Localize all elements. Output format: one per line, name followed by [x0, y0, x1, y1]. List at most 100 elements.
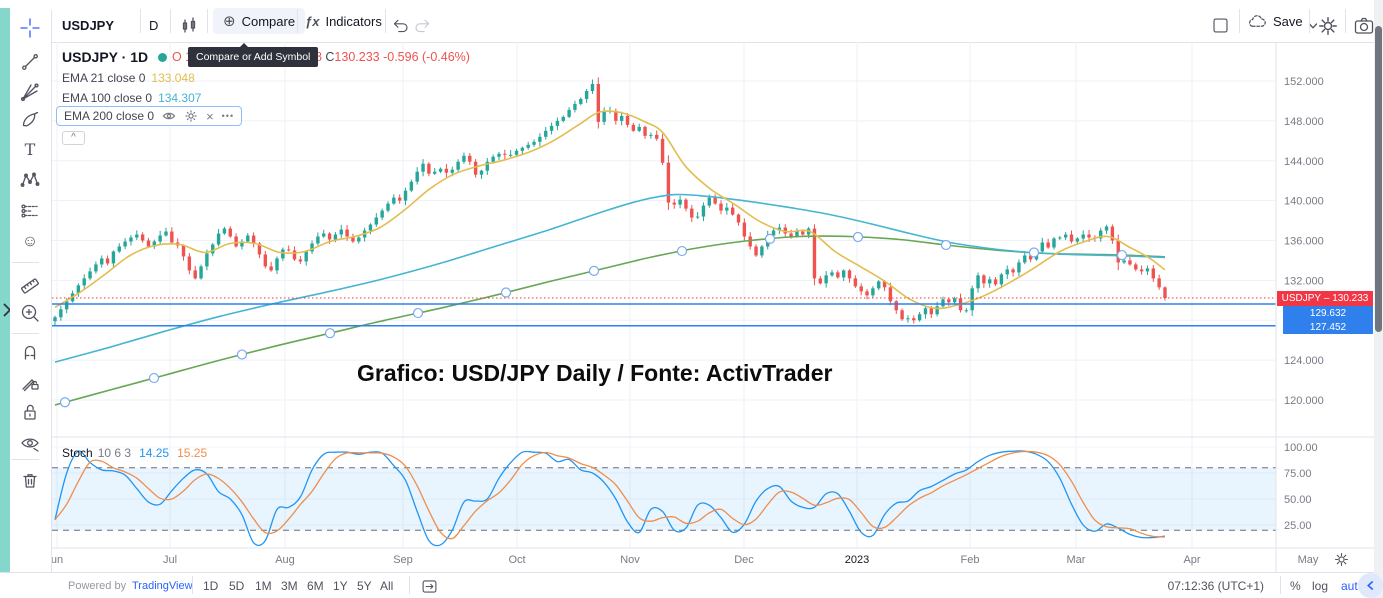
indicators-label: Indicators: [325, 13, 382, 29]
range-5y-button[interactable]: 5Y: [357, 579, 372, 593]
range-1d-button[interactable]: 1D: [203, 579, 219, 593]
separator: [12, 262, 39, 263]
stoch-k-value: 14.25: [139, 446, 170, 460]
range-6m-button[interactable]: 6M: [307, 579, 324, 593]
separator: [1239, 9, 1240, 33]
separator: [385, 9, 386, 33]
text-tool-icon[interactable]: T: [24, 140, 36, 159]
scrollbar-thumb[interactable]: [1375, 26, 1382, 332]
range-5d-button[interactable]: 5D: [229, 579, 245, 593]
redo-icon[interactable]: [413, 16, 432, 35]
toolbar-divider: [52, 42, 1383, 43]
svg-text:May: May: [1298, 554, 1319, 566]
separator: [297, 9, 298, 33]
time-axis-settings-icon[interactable]: [1333, 551, 1350, 568]
svg-text:Dec: Dec: [734, 554, 754, 566]
long-short-position-icon[interactable]: [19, 200, 41, 222]
more-options-icon[interactable]: •••: [221, 111, 235, 121]
svg-text:Mar: Mar: [1067, 554, 1086, 566]
separator: [1280, 576, 1281, 594]
separator: [207, 9, 208, 33]
trend-line-icon[interactable]: [19, 51, 41, 73]
eye-icon[interactable]: [162, 109, 176, 123]
svg-text:75.00: 75.00: [1284, 468, 1312, 480]
ema21-line[interactable]: [54, 110, 1166, 310]
remove-drawings-icon[interactable]: [19, 469, 41, 491]
legend-collapse-button[interactable]: ^: [62, 131, 85, 145]
layout-select-icon[interactable]: [1211, 16, 1230, 35]
legend-ema200-row[interactable]: EMA 200 close 0 × •••: [56, 106, 243, 126]
support-price-label: 129.632: [1283, 306, 1373, 320]
emoji-icon[interactable]: ☺: [21, 233, 39, 250]
svg-text:120.000: 120.000: [1284, 395, 1324, 407]
xabcd-pattern-icon[interactable]: [19, 169, 41, 191]
separator: [1309, 9, 1310, 33]
log-scale-button[interactable]: log: [1312, 579, 1329, 593]
legend-ema100-row[interactable]: EMA 100 close 0 134.307: [62, 91, 202, 105]
chevron-down-icon: [1308, 17, 1318, 29]
collapse-panel-button[interactable]: [1358, 573, 1383, 598]
brush-icon[interactable]: [19, 109, 41, 131]
time-axis-labels: un Jul Aug Sep Oct Nov Dec 2023 Feb Mar Apr May: [52, 554, 1319, 566]
gear-icon[interactable]: [1317, 15, 1339, 37]
gann-fib-icon[interactable]: [19, 81, 41, 103]
drawing-toolbar-divider: [51, 10, 52, 572]
lock-all-drawings-icon[interactable]: [19, 401, 41, 423]
svg-text:Jul: Jul: [163, 554, 177, 566]
camera-icon[interactable]: [1353, 15, 1375, 37]
stoch-k-line[interactable]: [54, 450, 1166, 547]
percent-scale-button[interactable]: %: [1290, 579, 1301, 593]
stoch-d-value: 15.25: [177, 446, 208, 460]
clock-label[interactable]: 07:12:36 (UTC+1): [1167, 579, 1264, 593]
svg-text:148.000: 148.000: [1284, 116, 1324, 128]
svg-text:2023: 2023: [845, 554, 869, 566]
drawing-lock-icon[interactable]: [19, 371, 41, 393]
compare-button[interactable]: ⊕ Compare: [213, 8, 306, 34]
go-to-date-icon[interactable]: [421, 578, 438, 595]
pane-separator[interactable]: [52, 433, 1274, 441]
candlestick-series[interactable]: [53, 77, 1167, 326]
svg-text:25.00: 25.00: [1284, 520, 1312, 532]
range-3m-button[interactable]: 3M: [281, 579, 298, 593]
svg-text:Nov: Nov: [620, 554, 640, 566]
svg-text:136.000: 136.000: [1284, 236, 1324, 248]
market-status-dot-icon: [158, 53, 167, 62]
support-lines[interactable]: [52, 303, 1276, 327]
plus-circle-icon: ⊕: [223, 12, 236, 30]
svg-text:Aug: Aug: [275, 554, 295, 566]
indicators-button[interactable]: ƒx Indicators: [305, 8, 382, 34]
zoom-in-icon[interactable]: [19, 302, 41, 324]
crosshair-icon[interactable]: [19, 17, 41, 39]
symbol-button[interactable]: USDJPY: [62, 18, 115, 33]
settings-gear-icon[interactable]: [184, 109, 198, 123]
undo-icon[interactable]: [391, 16, 410, 35]
svg-text:Sep: Sep: [393, 554, 413, 566]
ema21-value: 133.048: [151, 71, 195, 85]
close-icon[interactable]: ×: [206, 108, 214, 124]
stoch-legend[interactable]: Stoch 10 6 3 14.25 15.25: [62, 446, 208, 460]
support-price-label: 127.452: [1283, 320, 1373, 334]
legend-symbol-title[interactable]: USDJPY · 1D: [62, 49, 149, 65]
range-1m-button[interactable]: 1M: [255, 579, 272, 593]
range-1y-button[interactable]: 1Y: [333, 579, 348, 593]
ema100-line[interactable]: [54, 193, 1166, 363]
separator: [12, 333, 39, 334]
range-all-button[interactable]: All: [380, 579, 394, 593]
ema200-selection-markers[interactable]: [59, 231, 1128, 408]
price-chart[interactable]: 152.000 148.000 144.000 140.000 136.000 132.0…: [52, 42, 1383, 572]
interval-button[interactable]: D: [149, 18, 159, 33]
save-button[interactable]: Save: [1247, 8, 1318, 34]
ema100-value: 134.307: [158, 91, 202, 105]
candle-style-icon[interactable]: [178, 15, 200, 37]
measure-ruler-icon[interactable]: [19, 274, 41, 296]
svg-text:Apr: Apr: [1183, 554, 1200, 566]
magnet-icon[interactable]: [19, 341, 41, 363]
tradingview-brand-link[interactable]: TradingView: [132, 580, 193, 592]
hide-drawings-icon[interactable]: [19, 432, 41, 454]
time-axis[interactable]: [52, 548, 1374, 572]
auto-scale-button[interactable]: aut: [1341, 579, 1358, 593]
pane-borders: [52, 42, 1383, 572]
legend-ema21-row[interactable]: EMA 21 close 0 133.048: [62, 71, 195, 85]
stoch-d-line[interactable]: [54, 450, 1166, 540]
